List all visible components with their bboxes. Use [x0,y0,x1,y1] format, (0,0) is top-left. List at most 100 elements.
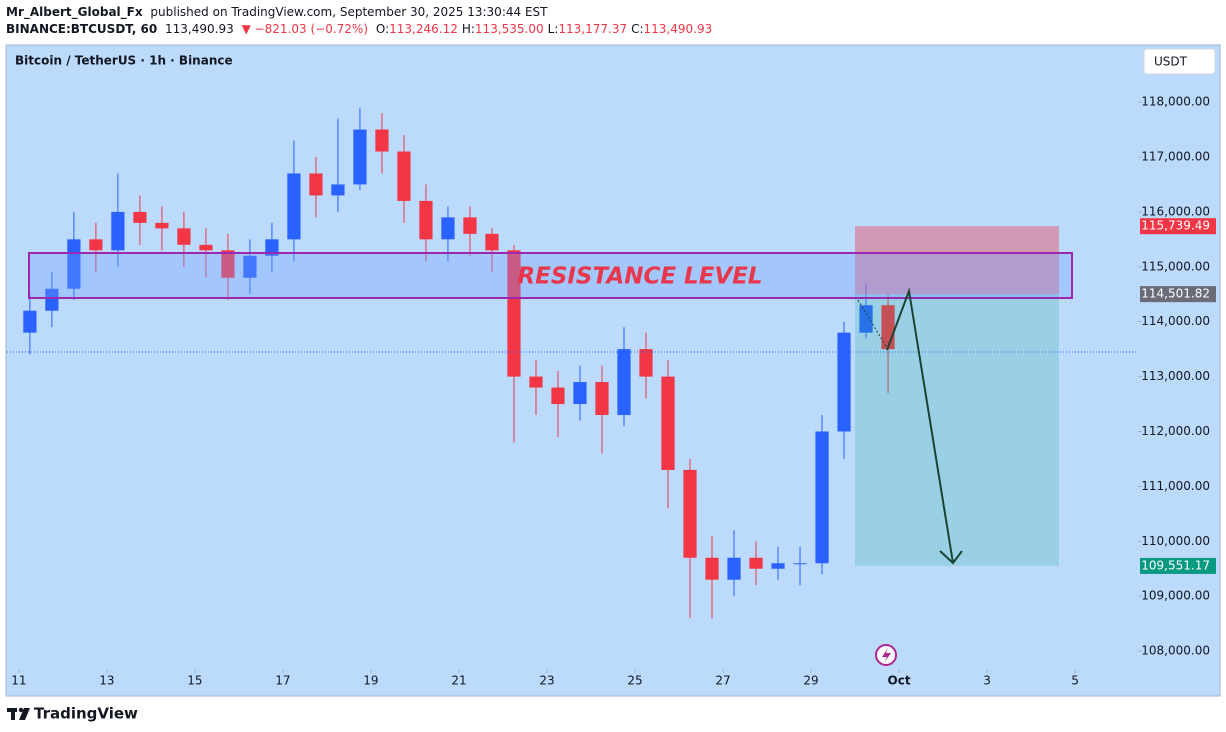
price-label: 114,501.82 [1141,287,1210,301]
stop-zone [855,226,1059,295]
candle-body [551,387,565,405]
candle-body [133,211,147,223]
candle-body [23,310,37,333]
x-tick-label: 27 [715,674,730,688]
symbol-line: BINANCE:BTCUSDT, 60 113,490.93 ▼ −821.03… [6,22,712,36]
candle-body [793,563,807,565]
ohlc-value: 113,490.93 [644,22,713,36]
candle-body [617,349,631,416]
axes: 108,000.00 109,000.00 110,000.00 111,000.00… [11,95,1216,688]
logo-part [11,708,15,720]
price-label-box [1140,557,1216,574]
header-line: Mr_Albert_Global_Fx published on Trading… [6,5,548,20]
ohlc-key: O: [376,22,389,36]
candle-body [221,250,235,278]
y-tick-label: 113,000.00 [1141,369,1210,383]
candle-body [507,250,521,377]
x-tick-label: 19 [363,674,378,688]
price: 113,490.93 [165,22,234,36]
candle-body [331,184,345,196]
ohlc-value: 113,246.12 [389,22,458,36]
x-tick-label: 5 [1071,674,1079,688]
candle-body [529,376,543,388]
y-tick-label: 108,000.00 [1141,644,1210,658]
chart-panel [5,44,1221,697]
ohlc-value: 113,177.37 [558,22,627,36]
x-tick-label: 15 [187,674,202,688]
candle-body [45,288,59,311]
price-label-box [1140,286,1216,303]
candle-body [309,173,323,196]
x-tick-label: 23 [539,674,554,688]
candle-body [287,173,301,240]
ohlc-key: L: [548,22,559,36]
candle-body [859,305,873,333]
candle-body [683,469,697,558]
price-label: 109,551.17 [1141,558,1210,572]
candle-body [771,563,785,569]
candle-body [463,217,477,234]
y-tick-label: 114,000.00 [1141,314,1210,328]
candle-body [573,382,587,405]
candle-body [243,255,257,278]
target-zone [855,294,1059,566]
candle-body [111,211,125,251]
price-label-box [1140,218,1216,235]
x-tick-label: Oct [888,674,911,688]
change: ▼ −821.03 (−0.72%) [242,22,368,36]
price-label: 115,739.49 [1141,219,1210,233]
brand-logo [7,707,30,720]
logo-part [19,708,30,720]
candle-body [199,244,213,251]
y-tick-label: 112,000.00 [1141,424,1210,438]
candle-body [265,239,279,256]
candle-body [155,222,169,229]
forecast-arrow [886,287,954,564]
chart-title: Bitcoin / TetherUS · 1h · Binance [15,54,233,68]
candle-body [353,129,367,185]
x-tick-label: 17 [275,674,290,688]
candle-body [67,239,81,289]
resistance-box [28,252,1073,299]
candle-body [705,557,719,580]
position-tool [855,226,1059,566]
ohlc-value: 113,535.00 [475,22,544,36]
candle-body [177,228,191,245]
published: published on TradingView.com, September … [150,5,548,19]
candle-body [375,129,389,152]
candle-body [837,332,851,432]
candle-body [749,557,763,569]
y-tick-label: 109,000.00 [1141,589,1210,603]
x-tick-label: 3 [983,674,991,688]
candle-body [485,233,499,251]
y-tick-label: 118,000.00 [1141,95,1210,109]
x-tick-label: 25 [627,674,642,688]
candle-body [661,376,675,470]
y-tick-label: 110,000.00 [1141,534,1210,548]
symbol: BINANCE:BTCUSDT, 60 [6,22,157,36]
brand: TradingView [34,705,138,723]
y-tick-label: 117,000.00 [1141,149,1210,163]
y-tick-label: 111,000.00 [1141,479,1210,493]
plot [23,107,895,619]
ohlc-key: C: [631,22,643,36]
x-tick-label: 21 [451,674,466,688]
author: Mr_Albert_Global_Fx [6,5,143,20]
candle-body [419,200,433,240]
candle-body [815,431,829,564]
logo-part [18,707,24,713]
currency: USDT [1154,55,1188,69]
currency-button[interactable] [1143,48,1216,75]
candle-body [639,349,653,377]
dotted-path [857,299,888,349]
ohlc-key: H: [462,22,475,36]
event-bolt [882,648,891,663]
y-tick-label: 116,000.00 [1141,204,1210,218]
candle-body [727,557,741,580]
candle-body [89,239,103,251]
candle-body [441,217,455,240]
resistance-label: RESISTANCE LEVEL [517,264,762,290]
x-tick-label: 11 [11,674,26,688]
